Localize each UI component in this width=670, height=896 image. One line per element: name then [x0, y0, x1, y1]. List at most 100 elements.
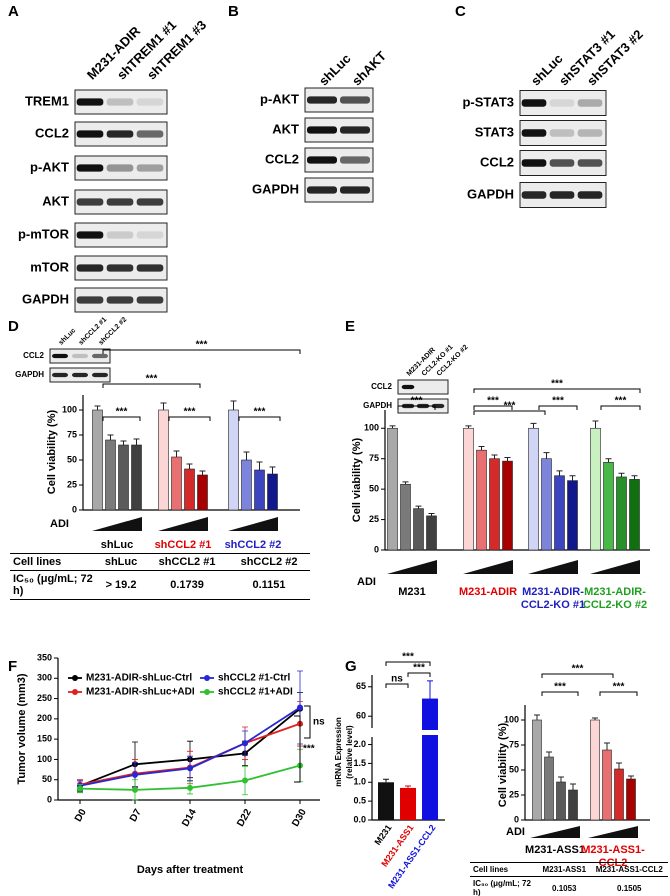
cell: > 19.2 [96, 570, 147, 600]
bar [629, 479, 640, 551]
band [76, 198, 104, 206]
axis-break [367, 730, 445, 735]
bar [158, 409, 169, 511]
legend-label: shCCL2 #1+ADI [218, 687, 293, 698]
x-axis-label: ADI [50, 518, 69, 530]
row-label: CCL2 [265, 151, 299, 166]
error-bar [604, 742, 610, 750]
error-bar [569, 475, 576, 481]
y-tick-label: 1.5 [353, 758, 366, 768]
y-tick-label: 100 [37, 754, 52, 764]
sig-bracket [473, 388, 641, 393]
bar [602, 749, 612, 821]
adi-wedge [158, 517, 208, 531]
y-tick-label: 50 [42, 774, 52, 784]
band [307, 96, 337, 104]
x-axis-label: ADI [506, 826, 525, 838]
error-bar [428, 512, 435, 516]
group-label: shLuc [101, 539, 133, 551]
band [136, 98, 164, 106]
sig-bracket [599, 691, 638, 696]
sig-bracket [102, 383, 201, 388]
cell: Cell lines [10, 553, 96, 571]
sig-label: *** [615, 396, 627, 407]
error-bar [94, 405, 101, 410]
row-label: CCL2 [35, 125, 69, 140]
sig-label: ns [391, 674, 403, 685]
lane-label: shLuc [58, 327, 78, 347]
legend-marker [204, 675, 210, 681]
band [136, 264, 164, 272]
band [577, 159, 603, 167]
y-tick-label: 60 [356, 711, 366, 721]
bar [413, 508, 424, 551]
marker [132, 771, 138, 778]
y-tick-label: 0.0 [353, 814, 366, 824]
bar [171, 456, 182, 511]
bar [568, 789, 578, 821]
bar [528, 427, 539, 551]
band [577, 99, 603, 107]
bar [626, 778, 636, 821]
error-bar [478, 446, 485, 451]
band [340, 186, 370, 194]
x-tick-label: D7 [128, 807, 144, 824]
error-bar [415, 505, 422, 509]
panel-letter: G [345, 658, 357, 675]
y-tick-label: 350 [37, 652, 52, 662]
bar [228, 409, 239, 511]
group-label: M231-ASS1 [525, 844, 585, 856]
x-tick-label: M231 [372, 823, 393, 847]
band [136, 130, 164, 138]
row-label: GAPDH [22, 291, 69, 306]
error-bar [628, 775, 634, 779]
bar [184, 468, 195, 511]
row-label: p-AKT [30, 159, 69, 174]
group-label: shCCL2 #1 [155, 539, 212, 551]
row-label: AKT [42, 193, 69, 208]
y-tick-label: 300 [37, 673, 52, 683]
band [340, 96, 370, 104]
y-tick-label: 100 [62, 404, 77, 414]
y-axis-label: Cell viability (%) [46, 409, 58, 494]
bar [400, 483, 411, 551]
bar [267, 473, 278, 511]
legend-marker [204, 689, 210, 695]
sig-bracket [238, 416, 281, 421]
y-tick-label: 0.5 [353, 796, 366, 806]
bar [422, 698, 438, 820]
error-bar [504, 456, 511, 462]
band [307, 126, 337, 134]
cell: shLuc [96, 553, 147, 571]
bar [590, 719, 600, 821]
error-bar [256, 461, 263, 470]
adi-wedge [528, 560, 578, 574]
error-bar [605, 458, 612, 463]
row-label: GAPDH [252, 181, 299, 196]
bar [131, 444, 142, 511]
row-label: mTOR [30, 259, 69, 274]
band [307, 156, 337, 164]
group-label: CCL2-KO #2 [583, 599, 647, 611]
x-tick-label: D14 [180, 807, 199, 829]
error-bar [269, 466, 276, 474]
bar [554, 475, 565, 551]
bar [197, 474, 208, 511]
cell: M231-ASS1 [538, 862, 591, 877]
bar [426, 515, 437, 551]
blot-strip [49, 348, 111, 364]
bar [241, 459, 252, 511]
group-label: M231-ASS1- [581, 844, 645, 856]
cell: 0.1505 [590, 876, 668, 896]
band [92, 372, 108, 378]
band [401, 384, 415, 390]
bar [541, 458, 552, 551]
blot-strip [74, 89, 168, 115]
error-bar [230, 400, 237, 410]
adi-wedge [228, 517, 278, 531]
bar [476, 449, 487, 551]
error-bar [133, 438, 140, 445]
bar [400, 787, 416, 820]
